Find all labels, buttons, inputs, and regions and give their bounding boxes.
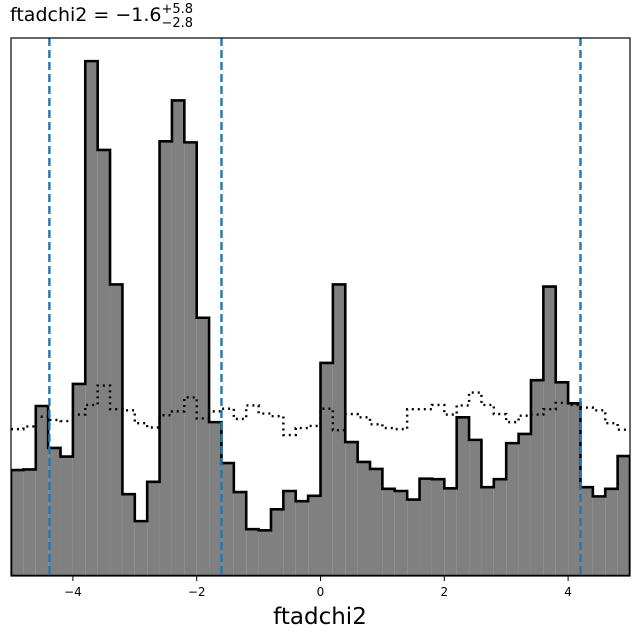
histogram-bin [469, 439, 482, 576]
histogram-bin [357, 461, 371, 576]
chart-title-superscript: +5.8 [162, 2, 194, 17]
plot-area [10, 37, 631, 577]
histogram-bin [11, 470, 24, 576]
chart-title-subscript: −2.8 [162, 16, 194, 31]
histogram-bin [345, 442, 358, 576]
plot-marks [11, 38, 630, 576]
histogram-bin [481, 487, 494, 576]
histogram-bin [605, 488, 618, 576]
histogram-bin [444, 488, 457, 576]
x-tick-label: −4 [64, 585, 82, 599]
histogram-bin [97, 149, 111, 576]
histogram-bin [159, 141, 172, 576]
x-axis: −4 −2 0 2 4 [64, 576, 572, 599]
histogram-bin [85, 61, 98, 576]
histogram-bin [35, 405, 49, 576]
histogram-bin [72, 383, 86, 576]
histogram-bin [295, 501, 309, 576]
histogram-bin [530, 380, 544, 576]
histogram-bin [196, 317, 210, 576]
x-tick-label: 2 [440, 585, 448, 599]
x-tick-label: −2 [188, 585, 206, 599]
histogram-bin [592, 496, 606, 576]
chart-title: ftadchi2 = −1.6+5.8 −2.8 [10, 2, 193, 31]
histogram-bin [518, 433, 531, 576]
histogram-bin [431, 479, 445, 576]
histogram-bin [147, 481, 160, 576]
histogram-bin [580, 487, 593, 576]
histogram-bin [419, 478, 432, 576]
x-tick-label: 0 [317, 585, 325, 599]
histogram-bin [332, 284, 346, 576]
histogram-bin [320, 362, 333, 576]
histogram-bin [493, 479, 507, 576]
histogram-bin [209, 422, 222, 576]
histogram-bin [407, 499, 420, 576]
histogram-bin [48, 447, 61, 576]
histogram-bin [134, 521, 148, 576]
x-axis-label: ftadchi2 [273, 604, 367, 630]
histogram-bin [370, 468, 383, 576]
chart-title-main: ftadchi2 = −1.6 [10, 4, 162, 26]
histogram-bin [60, 456, 73, 576]
histogram-bin [382, 488, 395, 576]
histogram-bin [617, 456, 630, 576]
histogram-bin [221, 463, 234, 576]
histogram-bin [308, 495, 321, 576]
dotted-histogram-line [11, 384, 630, 437]
histogram-bin [184, 142, 197, 576]
histogram-bin [283, 490, 296, 576]
histogram-bin [110, 284, 123, 576]
histogram-bin [506, 443, 519, 576]
histogram-bin [233, 492, 247, 576]
histogram-bin [246, 529, 259, 576]
histogram-bin [394, 490, 408, 576]
histogram-bin [555, 382, 569, 576]
histogram-bin [122, 494, 135, 576]
filled-histogram-outline [11, 59, 630, 576]
histogram-bin [171, 100, 185, 576]
x-tick-label: 4 [564, 585, 572, 599]
histogram-bin [258, 530, 271, 576]
histogram-bin [568, 403, 581, 576]
histogram-bin [270, 509, 284, 576]
histogram-bin [456, 417, 470, 576]
histogram-bin [543, 286, 556, 576]
histogram-bin [23, 469, 36, 576]
